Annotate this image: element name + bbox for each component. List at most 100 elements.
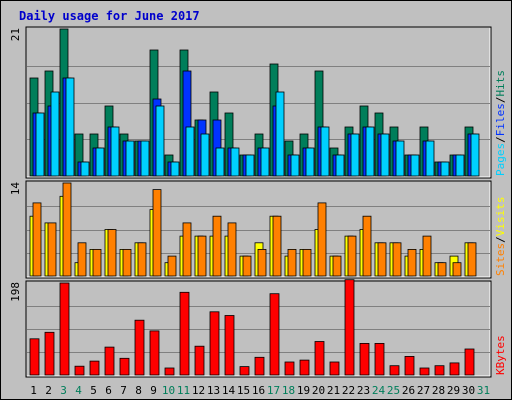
x-tick-label-day-10: 10 [162, 384, 175, 397]
bar-pages-day-15 [245, 154, 255, 177]
bar-sites-day-9 [152, 189, 162, 277]
x-tick-label-day-13: 13 [207, 384, 220, 397]
panel-kbytes: 198 [9, 279, 492, 378]
legend-files: Files [494, 103, 507, 136]
bar-kbytes-day-2 [44, 331, 55, 376]
x-tick-label-day-22: 22 [342, 384, 355, 397]
bar-sites-day-25 [392, 242, 402, 277]
bar-kbytes-day-16 [254, 356, 265, 376]
bar-sites-day-22 [347, 235, 357, 277]
bar-sites-day-10 [167, 255, 177, 277]
x-tick-label-day-3: 3 [60, 384, 67, 397]
x-tick-label-day-23: 23 [357, 384, 370, 397]
bar-kbytes-day-19 [299, 359, 310, 376]
series-sites [32, 182, 477, 277]
x-tick-label-day-4: 4 [75, 384, 82, 397]
x-tick-label-day-8: 8 [135, 384, 142, 397]
x-tick-label-day-9: 9 [150, 384, 157, 397]
bar-sites-day-18 [287, 248, 297, 277]
bar-pages-day-30 [470, 133, 480, 177]
bar-kbytes-day-10 [164, 367, 175, 376]
bar-pages-day-2 [50, 91, 60, 177]
bar-kbytes-day-3 [59, 282, 70, 376]
legend-separator: / [494, 97, 507, 104]
legend-visits: Visits [494, 197, 507, 237]
bar-kbytes-day-13 [209, 311, 220, 376]
legend-visits-sites: Sites/Visits [494, 197, 507, 277]
x-tick-label-day-29: 29 [447, 384, 460, 397]
bar-sites-day-8 [137, 242, 147, 277]
bar-pages-day-20 [320, 126, 330, 177]
bar-pages-day-27 [425, 140, 435, 177]
bar-pages-day-1 [35, 112, 45, 177]
bar-pages-day-4 [80, 161, 90, 177]
bar-pages-day-25 [395, 140, 405, 177]
legend-separator: / [494, 136, 507, 143]
x-tick-label-day-17: 17 [267, 384, 280, 397]
bar-sites-day-13 [212, 215, 222, 277]
x-tick-label-day-31: 31 [477, 384, 490, 397]
bar-kbytes-day-29 [449, 362, 460, 376]
bar-kbytes-day-25 [389, 365, 400, 376]
bar-kbytes-day-6 [104, 346, 115, 376]
bar-kbytes-day-12 [194, 345, 205, 376]
bar-kbytes-day-4 [74, 365, 85, 376]
panel-hits-files-pages: 21 [9, 26, 492, 179]
bar-kbytes-day-24 [374, 342, 385, 376]
bar-sites-day-3 [62, 182, 72, 277]
bar-sites-day-15 [242, 255, 252, 277]
bar-kbytes-day-27 [419, 367, 430, 376]
x-tick-label-day-20: 20 [312, 384, 325, 397]
bar-kbytes-day-1 [29, 338, 40, 376]
bar-kbytes-day-21 [329, 361, 340, 376]
y-max-label: 14 [9, 182, 22, 196]
bar-pages-day-13 [215, 147, 225, 177]
bar-pages-day-10 [170, 161, 180, 177]
x-tick-label-day-5: 5 [90, 384, 97, 397]
bar-sites-day-2 [47, 222, 57, 277]
x-tick-label-day-1: 1 [30, 384, 37, 397]
x-tick-label-day-21: 21 [327, 384, 340, 397]
bar-pages-day-19 [305, 147, 315, 177]
y-max-label: 21 [9, 28, 22, 41]
x-tick-label-day-27: 27 [417, 384, 430, 397]
bar-sites-day-14 [227, 222, 237, 277]
bar-sites-day-20 [317, 202, 327, 277]
y-max-label: 198 [9, 282, 22, 302]
bar-sites-day-21 [332, 255, 342, 277]
bar-kbytes-day-23 [359, 342, 370, 376]
x-tick-label-day-25: 25 [387, 384, 400, 397]
bar-pages-day-6 [110, 126, 120, 177]
x-tick-label-day-30: 30 [462, 384, 475, 397]
x-tick-label-day-11: 11 [177, 384, 190, 397]
bar-kbytes-day-26 [404, 355, 415, 376]
bar-sites-day-30 [467, 242, 477, 277]
bar-sites-day-24 [377, 242, 387, 277]
bar-kbytes-day-8 [134, 319, 145, 376]
legend-hits-files-pages: Pages/Files/Hits [494, 70, 507, 176]
legend-sites: Sites [494, 243, 507, 276]
bar-pages-day-11 [185, 126, 195, 177]
bar-sites-day-19 [302, 248, 312, 277]
x-tick-label-day-19: 19 [297, 384, 310, 397]
bar-kbytes-day-7 [119, 357, 130, 376]
legend-pages: Pages [494, 143, 507, 176]
bar-sites-day-4 [77, 242, 87, 277]
x-tick-label-day-18: 18 [282, 384, 295, 397]
x-tick-label-day-7: 7 [120, 384, 127, 397]
bar-sites-day-12 [197, 235, 207, 277]
bar-pages-day-16 [260, 147, 270, 177]
x-tick-label-day-16: 16 [252, 384, 265, 397]
x-tick-label-day-15: 15 [237, 384, 250, 397]
x-tick-label-day-24: 24 [372, 384, 386, 397]
x-tick-label-day-2: 2 [45, 384, 52, 397]
series-pages [35, 77, 480, 177]
bar-sites-day-6 [107, 229, 117, 277]
x-tick-label-day-28: 28 [432, 384, 445, 397]
legend-kbytes: KBytes [494, 335, 507, 375]
bar-sites-day-26 [407, 248, 417, 277]
x-tick-label-day-12: 12 [192, 384, 205, 397]
panel-visits-sites: 14 [9, 180, 492, 279]
